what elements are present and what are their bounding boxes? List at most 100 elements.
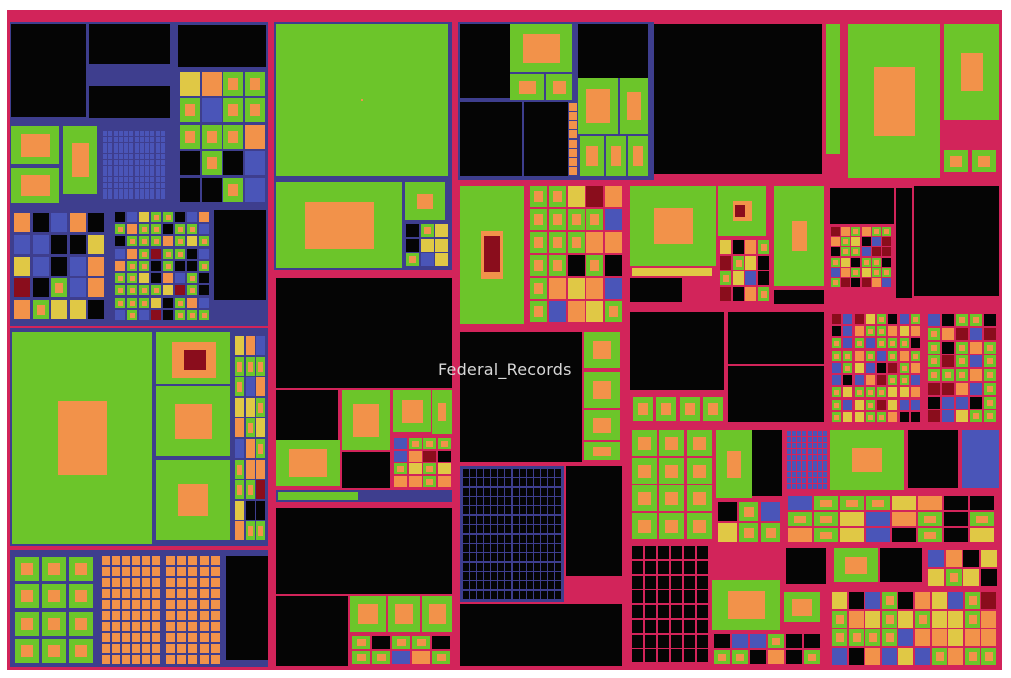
folder-block[interactable]: [513, 572, 519, 580]
folder-block[interactable]: [463, 516, 469, 524]
file-cell[interactable]: [156, 148, 160, 153]
file-core[interactable]: [833, 280, 838, 285]
file-core[interactable]: [258, 444, 263, 454]
folder-block[interactable]: [470, 478, 476, 486]
folder-block[interactable]: [463, 553, 469, 561]
folder-block[interactable]: [406, 239, 419, 252]
file-core[interactable]: [48, 645, 60, 657]
folder-block[interactable]: [256, 501, 265, 520]
file-cell[interactable]: [199, 249, 209, 259]
folder-block[interactable]: [505, 488, 511, 496]
folder-block[interactable]: [491, 478, 497, 486]
folder-block[interactable]: [151, 261, 161, 271]
file-core[interactable]: [175, 404, 212, 439]
folder-block[interactable]: [498, 506, 504, 514]
folder-block[interactable]: [463, 544, 469, 552]
file-cell[interactable]: [177, 556, 186, 565]
file-cell[interactable]: [124, 143, 128, 148]
folder-block[interactable]: [484, 469, 490, 477]
file-cell[interactable]: [569, 112, 577, 120]
file-core[interactable]: [879, 415, 884, 420]
folder-block[interactable]: [555, 506, 561, 514]
file-core[interactable]: [665, 465, 678, 478]
file-core[interactable]: [523, 34, 560, 63]
file-cell[interactable]: [14, 213, 30, 232]
folder-block[interactable]: [491, 563, 497, 571]
file-cell[interactable]: [129, 194, 133, 199]
file-cell[interactable]: [166, 567, 175, 576]
file-core[interactable]: [987, 400, 993, 406]
folder-block[interactable]: [555, 553, 561, 561]
file-core[interactable]: [248, 362, 253, 372]
folder-block[interactable]: [541, 506, 547, 514]
file-core[interactable]: [178, 484, 208, 516]
folder-block[interactable]: [963, 550, 979, 567]
file-core[interactable]: [718, 654, 726, 661]
file-cell[interactable]: [211, 655, 220, 664]
folder-block[interactable]: [684, 605, 695, 618]
file-cell[interactable]: [119, 177, 123, 182]
file-cell[interactable]: [818, 472, 822, 477]
file-cell[interactable]: [813, 431, 817, 436]
file-cell[interactable]: [161, 143, 165, 148]
file-core[interactable]: [868, 390, 873, 395]
folder-block[interactable]: [541, 563, 547, 571]
folder-block[interactable]: [658, 605, 669, 618]
file-core[interactable]: [48, 563, 60, 575]
file-cell[interactable]: [145, 177, 149, 182]
folder-block[interactable]: [555, 591, 561, 599]
file-cell[interactable]: [392, 651, 410, 664]
file-cell[interactable]: [124, 177, 128, 182]
folder-block[interactable]: [477, 469, 483, 477]
file-cell[interactable]: [145, 194, 149, 199]
file-core[interactable]: [75, 618, 87, 630]
folder-block[interactable]: [505, 469, 511, 477]
file-core[interactable]: [638, 465, 651, 478]
folder-block[interactable]: [831, 247, 840, 256]
file-core[interactable]: [627, 92, 641, 120]
file-cell[interactable]: [119, 154, 123, 159]
file-cell[interactable]: [127, 224, 137, 234]
file-core[interactable]: [950, 156, 962, 167]
file-cell[interactable]: [787, 472, 791, 477]
file-cell[interactable]: [928, 314, 940, 326]
file-cell[interactable]: [135, 131, 139, 136]
file-core[interactable]: [361, 99, 363, 101]
file-cell[interactable]: [831, 227, 840, 236]
file-core[interactable]: [305, 202, 374, 249]
file-core[interactable]: [890, 354, 895, 359]
file-cell[interactable]: [188, 600, 197, 609]
folder-block[interactable]: [520, 553, 526, 561]
file-cell[interactable]: [150, 137, 154, 142]
folder-block[interactable]: [534, 572, 540, 580]
file-cell[interactable]: [211, 633, 220, 642]
file-cell[interactable]: [70, 278, 86, 297]
folder-block[interactable]: [115, 212, 125, 222]
file-cell[interactable]: [948, 629, 963, 646]
file-cell[interactable]: [792, 484, 796, 489]
file-cell[interactable]: [161, 177, 165, 182]
file-cell[interactable]: [832, 592, 847, 609]
file-core[interactable]: [693, 465, 706, 478]
file-cell[interactable]: [51, 213, 67, 232]
file-cell[interactable]: [135, 171, 139, 176]
file-cell[interactable]: [981, 611, 996, 628]
folder-block[interactable]: [505, 535, 511, 543]
file-core[interactable]: [48, 618, 60, 630]
file-cell[interactable]: [161, 131, 165, 136]
file-cell[interactable]: [840, 512, 864, 526]
file-cell[interactable]: [823, 461, 827, 466]
folder-block[interactable]: [460, 332, 582, 462]
folder-block[interactable]: [541, 572, 547, 580]
file-cell[interactable]: [788, 496, 812, 510]
file-cell[interactable]: [108, 183, 112, 188]
file-cell[interactable]: [792, 449, 796, 454]
folder-block[interactable]: [89, 86, 170, 118]
file-core[interactable]: [792, 221, 807, 251]
folder-block[interactable]: [463, 478, 469, 486]
folder-block[interactable]: [520, 544, 526, 552]
file-cell[interactable]: [888, 363, 897, 373]
folder-block[interactable]: [470, 516, 476, 524]
folder-block[interactable]: [527, 469, 533, 477]
folder-block[interactable]: [505, 478, 511, 486]
